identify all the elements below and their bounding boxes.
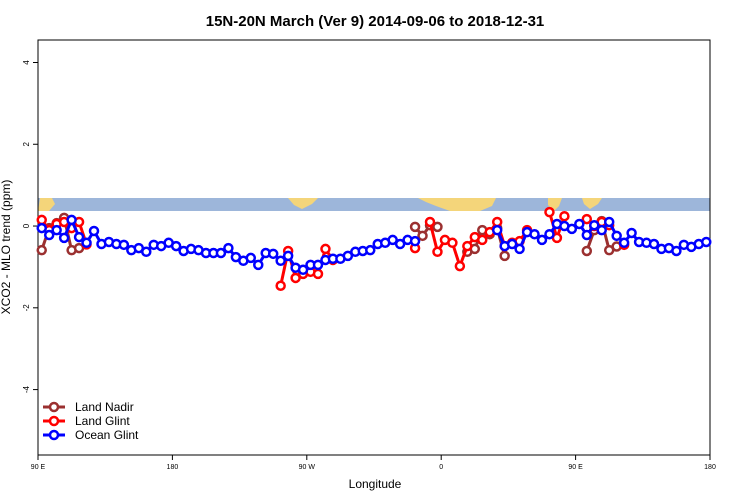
y-tick-label: 2 <box>22 141 31 146</box>
data-point <box>559 210 570 222</box>
data-point <box>626 227 637 239</box>
data-point <box>506 238 518 250</box>
data-point <box>36 222 47 234</box>
data-point <box>648 238 660 250</box>
data-point <box>43 229 55 241</box>
map-strip <box>38 198 710 211</box>
data-point <box>275 255 286 267</box>
x-tick-label: 90 E <box>31 464 46 471</box>
chart-title: 15N-20N March (Ver 9) 2014-09-06 to 2018… <box>206 13 545 30</box>
y-tick-label: 0 <box>22 223 31 228</box>
legend-label: Land Glint <box>75 414 130 428</box>
data-point <box>529 228 540 240</box>
land-strip <box>38 198 602 211</box>
data-point <box>454 260 466 272</box>
data-point <box>536 234 548 246</box>
data-point <box>432 221 443 233</box>
data-point <box>387 234 398 246</box>
data-point <box>432 246 443 258</box>
legend-marker <box>48 415 60 427</box>
data-point <box>312 268 324 280</box>
data-point <box>215 247 227 259</box>
data-point <box>589 219 600 231</box>
legend-marker <box>48 401 60 413</box>
data-point <box>51 224 62 236</box>
data-point <box>282 250 294 262</box>
series <box>36 214 712 276</box>
x-tick-label: 180 <box>167 464 179 471</box>
legend-label: Land Nadir <box>75 400 134 414</box>
data-point <box>394 238 406 250</box>
y-tick-label: -2 <box>22 304 31 312</box>
data-point <box>491 216 503 228</box>
data-point <box>491 224 503 236</box>
legend-marker <box>48 429 60 441</box>
data-point <box>424 216 436 228</box>
ocean-strip <box>38 198 710 211</box>
x-tick-label: 0 <box>439 464 443 471</box>
data-point <box>477 234 488 246</box>
data-point <box>312 259 324 271</box>
data-point <box>566 223 578 235</box>
data-point <box>58 232 70 244</box>
data-point <box>66 214 77 226</box>
data-point <box>245 252 257 264</box>
x-tick-label: 180 <box>704 464 716 471</box>
data-point <box>342 250 354 262</box>
data-point <box>462 240 473 252</box>
y-tick-label: 4 <box>22 60 31 65</box>
x-tick-label: 90 W <box>299 464 316 471</box>
data-point <box>671 245 682 257</box>
legend-label: Ocean Glint <box>75 428 139 442</box>
data-point <box>581 213 593 225</box>
y-tick-label: -4 <box>22 385 31 393</box>
data-point <box>417 230 428 242</box>
data-point <box>118 239 130 251</box>
data-point <box>574 218 585 230</box>
data-point <box>499 250 510 262</box>
data-point <box>88 225 100 237</box>
data-point <box>290 272 301 284</box>
data-point <box>73 231 85 243</box>
data-point <box>581 245 593 257</box>
data-point <box>544 206 555 218</box>
data-point <box>701 236 712 248</box>
data-point <box>447 237 458 249</box>
y-axis-label: XCO2 - MLO trend (ppm) <box>0 180 13 315</box>
x-axis-label: Longitude <box>349 477 402 491</box>
data-point <box>267 248 279 260</box>
data-point <box>223 242 234 254</box>
data-point <box>253 259 264 271</box>
data-point <box>596 224 607 236</box>
data-point <box>365 244 376 256</box>
data-point <box>170 240 182 252</box>
data-point <box>275 280 286 291</box>
data-point <box>581 229 593 241</box>
data-point <box>514 243 525 255</box>
data-point <box>611 230 622 242</box>
data-point <box>618 237 630 249</box>
data-point <box>409 235 421 247</box>
x-tick-label: 90 E <box>568 464 583 471</box>
data-point <box>297 264 309 276</box>
data-point <box>409 221 421 233</box>
data-point <box>36 244 47 256</box>
data-point <box>320 243 331 255</box>
data-point <box>544 228 555 240</box>
data-point <box>36 214 47 226</box>
data-point <box>81 237 92 249</box>
data-point <box>603 216 615 228</box>
data-point <box>141 246 152 258</box>
